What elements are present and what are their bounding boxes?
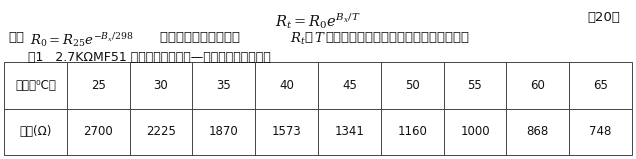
Bar <box>4 62 632 155</box>
Text: 25: 25 <box>91 79 106 92</box>
Text: 45: 45 <box>342 79 357 92</box>
Text: $R_t$: $R_t$ <box>290 31 306 47</box>
Text: 1160: 1160 <box>398 125 427 138</box>
Text: 温度（⁰C）: 温度（⁰C） <box>15 79 56 92</box>
Text: 其中: 其中 <box>8 31 24 44</box>
Text: 。可见热敏电阻的阻值: 。可见热敏电阻的阻值 <box>160 31 244 44</box>
Text: 与: 与 <box>304 31 312 44</box>
Text: 为指数关系，是一种典型的非线性电阻。: 为指数关系，是一种典型的非线性电阻。 <box>325 31 469 44</box>
Text: 65: 65 <box>593 79 608 92</box>
Text: 2700: 2700 <box>83 125 113 138</box>
Text: $T$: $T$ <box>314 31 326 45</box>
Text: 1000: 1000 <box>460 125 490 138</box>
Text: （20）: （20） <box>587 11 620 24</box>
Text: $R_0 = R_{25}e^{-B_x/298}$: $R_0 = R_{25}e^{-B_x/298}$ <box>30 31 134 49</box>
Text: 1341: 1341 <box>335 125 364 138</box>
Text: 30: 30 <box>154 79 169 92</box>
Text: 868: 868 <box>527 125 549 138</box>
Text: 40: 40 <box>279 79 294 92</box>
Text: 表1   2.7KΩMF51 型热敏电阻的电阻—温度特性（供参考）: 表1 2.7KΩMF51 型热敏电阻的电阻—温度特性（供参考） <box>28 51 271 64</box>
Text: 60: 60 <box>530 79 545 92</box>
Text: 1870: 1870 <box>209 125 238 138</box>
Text: 55: 55 <box>467 79 482 92</box>
Text: 电阴(Ω): 电阴(Ω) <box>19 125 52 138</box>
Text: $R_t = R_0e^{B_x/T}$: $R_t = R_0e^{B_x/T}$ <box>275 11 361 31</box>
Text: 50: 50 <box>405 79 420 92</box>
Text: 1573: 1573 <box>272 125 301 138</box>
Text: 748: 748 <box>590 125 612 138</box>
Text: 35: 35 <box>216 79 231 92</box>
Text: 2225: 2225 <box>146 125 176 138</box>
